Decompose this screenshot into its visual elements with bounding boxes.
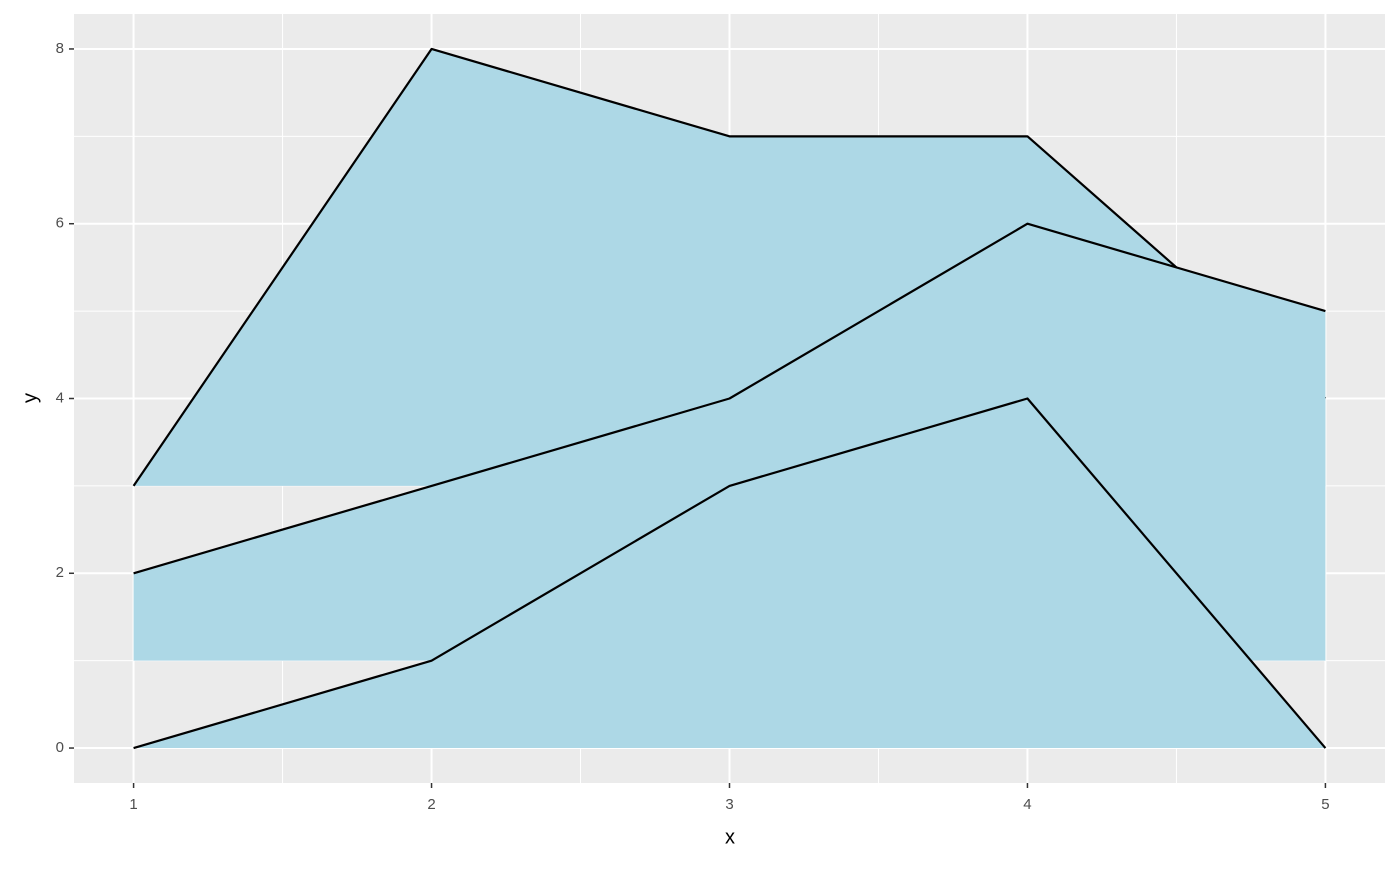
x-tick-label: 3 (725, 796, 733, 813)
y-tick-label: 6 (56, 215, 64, 232)
y-tick-label: 4 (56, 389, 64, 406)
x-tick-label: 2 (427, 796, 435, 813)
x-tick-label: 1 (129, 796, 137, 813)
y-axis-title: y (19, 393, 41, 403)
area-line (133, 222, 1326, 575)
y-tick-label: 0 (56, 739, 64, 756)
y-tick-label: 8 (56, 40, 64, 57)
y-tick-label: 2 (56, 564, 64, 581)
x-tick-label: 4 (1023, 796, 1031, 813)
area-line (132, 47, 1327, 487)
x-tick-label: 5 (1321, 796, 1329, 813)
x-axis-title: x (725, 826, 735, 848)
area-line (133, 397, 1327, 750)
